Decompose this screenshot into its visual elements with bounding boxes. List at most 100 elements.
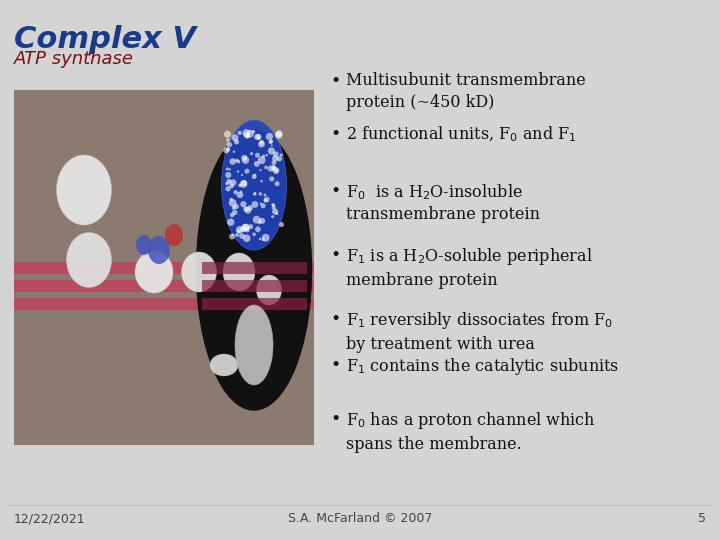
Circle shape bbox=[230, 198, 233, 201]
Circle shape bbox=[251, 201, 258, 208]
Circle shape bbox=[260, 202, 262, 205]
Circle shape bbox=[271, 144, 273, 146]
Circle shape bbox=[273, 151, 279, 157]
FancyBboxPatch shape bbox=[14, 90, 314, 445]
Circle shape bbox=[258, 141, 265, 147]
Circle shape bbox=[253, 161, 260, 167]
Circle shape bbox=[244, 207, 251, 214]
Circle shape bbox=[241, 174, 243, 176]
Circle shape bbox=[260, 180, 263, 183]
Circle shape bbox=[269, 177, 274, 181]
Circle shape bbox=[232, 210, 238, 215]
Circle shape bbox=[253, 216, 261, 224]
Ellipse shape bbox=[235, 305, 273, 385]
Circle shape bbox=[226, 179, 232, 184]
Circle shape bbox=[276, 212, 279, 215]
Circle shape bbox=[233, 190, 238, 194]
Ellipse shape bbox=[56, 155, 112, 225]
Text: •: • bbox=[330, 410, 341, 428]
Text: F$_1$ is a H$_2$O-soluble peripheral
membrane protein: F$_1$ is a H$_2$O-soluble peripheral mem… bbox=[346, 246, 593, 288]
Circle shape bbox=[226, 147, 230, 152]
Circle shape bbox=[262, 154, 266, 158]
Circle shape bbox=[229, 199, 237, 207]
Text: •: • bbox=[330, 182, 341, 200]
Circle shape bbox=[237, 160, 240, 164]
Circle shape bbox=[241, 180, 247, 186]
FancyBboxPatch shape bbox=[202, 298, 307, 310]
Circle shape bbox=[272, 166, 276, 169]
Ellipse shape bbox=[197, 130, 312, 410]
Circle shape bbox=[231, 234, 233, 236]
Circle shape bbox=[259, 169, 261, 171]
Circle shape bbox=[259, 218, 265, 224]
Circle shape bbox=[238, 131, 242, 135]
Circle shape bbox=[225, 182, 229, 185]
Circle shape bbox=[244, 227, 250, 232]
Ellipse shape bbox=[135, 251, 173, 293]
Circle shape bbox=[227, 142, 232, 147]
Circle shape bbox=[243, 206, 248, 212]
Circle shape bbox=[229, 168, 231, 171]
Ellipse shape bbox=[136, 235, 152, 255]
Circle shape bbox=[230, 179, 236, 186]
Circle shape bbox=[252, 130, 255, 133]
Text: Complex V: Complex V bbox=[14, 25, 196, 54]
Circle shape bbox=[264, 197, 270, 202]
Text: 2 functional units, F$_0$ and F$_1$: 2 functional units, F$_0$ and F$_1$ bbox=[346, 125, 577, 144]
Circle shape bbox=[258, 220, 261, 222]
Circle shape bbox=[226, 167, 229, 171]
Circle shape bbox=[266, 133, 273, 140]
Ellipse shape bbox=[222, 120, 287, 250]
Circle shape bbox=[275, 131, 282, 139]
Circle shape bbox=[236, 226, 243, 233]
Circle shape bbox=[243, 234, 251, 242]
Circle shape bbox=[279, 222, 284, 227]
Circle shape bbox=[273, 167, 279, 174]
Circle shape bbox=[230, 158, 236, 165]
Circle shape bbox=[224, 131, 231, 138]
Text: •: • bbox=[330, 72, 341, 90]
Circle shape bbox=[226, 138, 230, 142]
Circle shape bbox=[238, 184, 242, 187]
Circle shape bbox=[225, 186, 230, 191]
Circle shape bbox=[232, 206, 236, 210]
Circle shape bbox=[248, 205, 253, 211]
Text: F$_1$ contains the catalytic subunits: F$_1$ contains the catalytic subunits bbox=[346, 356, 619, 377]
Ellipse shape bbox=[256, 275, 282, 305]
Circle shape bbox=[234, 204, 239, 209]
Circle shape bbox=[232, 134, 238, 141]
Circle shape bbox=[269, 140, 273, 144]
Circle shape bbox=[253, 192, 256, 196]
Circle shape bbox=[279, 153, 283, 157]
Ellipse shape bbox=[165, 224, 183, 246]
Circle shape bbox=[239, 233, 245, 239]
Circle shape bbox=[230, 213, 235, 217]
Circle shape bbox=[276, 130, 282, 137]
Circle shape bbox=[252, 233, 256, 236]
Circle shape bbox=[259, 140, 264, 145]
Circle shape bbox=[246, 130, 254, 138]
Circle shape bbox=[225, 172, 231, 178]
Circle shape bbox=[253, 174, 256, 176]
Circle shape bbox=[271, 203, 274, 206]
Circle shape bbox=[223, 147, 230, 153]
Circle shape bbox=[261, 203, 266, 208]
Circle shape bbox=[242, 157, 249, 164]
Circle shape bbox=[229, 234, 235, 239]
Text: S.A. McFarland © 2007: S.A. McFarland © 2007 bbox=[288, 512, 432, 525]
Circle shape bbox=[264, 199, 267, 202]
Circle shape bbox=[271, 160, 276, 165]
Circle shape bbox=[243, 129, 251, 137]
Circle shape bbox=[272, 156, 278, 161]
Text: •: • bbox=[330, 310, 341, 328]
Circle shape bbox=[245, 168, 250, 174]
Circle shape bbox=[248, 224, 253, 229]
Circle shape bbox=[243, 224, 250, 231]
Text: F$_1$ reversibly dissociates from F$_0$
by treatment with urea: F$_1$ reversibly dissociates from F$_0$ … bbox=[346, 310, 613, 353]
Circle shape bbox=[258, 137, 261, 140]
Text: •: • bbox=[330, 125, 341, 143]
Text: 12/22/2021: 12/22/2021 bbox=[14, 512, 86, 525]
Circle shape bbox=[244, 132, 250, 139]
Circle shape bbox=[276, 156, 282, 161]
Circle shape bbox=[271, 165, 276, 170]
